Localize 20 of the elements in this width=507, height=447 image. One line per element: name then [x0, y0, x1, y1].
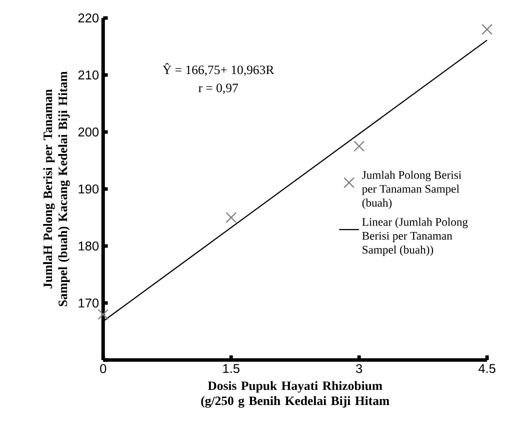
- y-tick-label: 220: [78, 13, 99, 22]
- point: [226, 212, 237, 223]
- y-axis-title: JumlaH Polong Berisi per Tanaman Sampel (buah) Kacang Kedelai Biji Hitam: [43, 71, 70, 306]
- y-tick-label: 190: [78, 184, 99, 194]
- point: [354, 140, 365, 152]
- x-tick-label: 4.5: [478, 364, 496, 374]
- x-tick-label: 0: [100, 364, 106, 374]
- legend-label: Linear (Jumlah Polong Berisi per Tanaman Sampel (buah)): [362, 218, 468, 256]
- y-tick-label: 170: [78, 298, 99, 308]
- y-tick-label: 180: [78, 242, 99, 251]
- x-tick-label: 3: [356, 364, 362, 374]
- point: [482, 24, 493, 35]
- y-tick-label: 210: [78, 70, 99, 80]
- x-tick-label: 1.5: [223, 364, 240, 374]
- point: [98, 308, 109, 320]
- annotation: r = 0,97: [198, 84, 238, 94]
- y-tick-label: 200: [78, 127, 99, 136]
- legend-label: Jumlah Polong Berisi per Tanaman Sampel (buah): [362, 170, 462, 210]
- x-axis-title: Dosis Pupuk Hayati Rhizobium (g/250 g Benih Kedelai Biji Hitam: [201, 381, 390, 408]
- annotation: Ŷ = 166,75+ 10,963R: [162, 63, 274, 76]
